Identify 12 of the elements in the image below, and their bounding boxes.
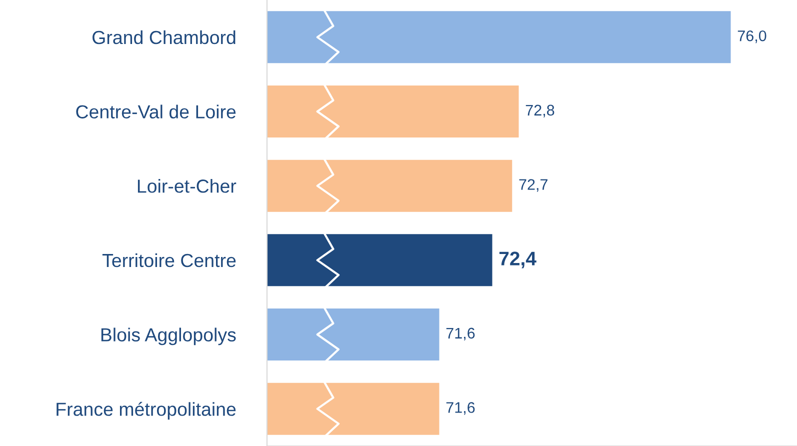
- data-label: 72,8: [526, 104, 554, 118]
- y-tick-label: France métropolitaine: [56, 402, 236, 420]
- data-label: 71,6: [446, 328, 475, 340]
- y-tick-label: Centre-Val de Loire: [76, 104, 236, 118]
- data-label: 76,0: [738, 30, 766, 44]
- data-label: 72,7: [519, 179, 548, 192]
- y-tick-label: Loir-et-Cher: [138, 179, 236, 193]
- y-tick-label: Territoire Centre: [102, 253, 236, 268]
- y-tick-label: Grand Chambord: [92, 30, 236, 44]
- y-tick-label: Blois Agglopolys: [101, 328, 236, 346]
- data-label: 71,6: [446, 402, 475, 415]
- data-label: 72,4: [499, 252, 536, 268]
